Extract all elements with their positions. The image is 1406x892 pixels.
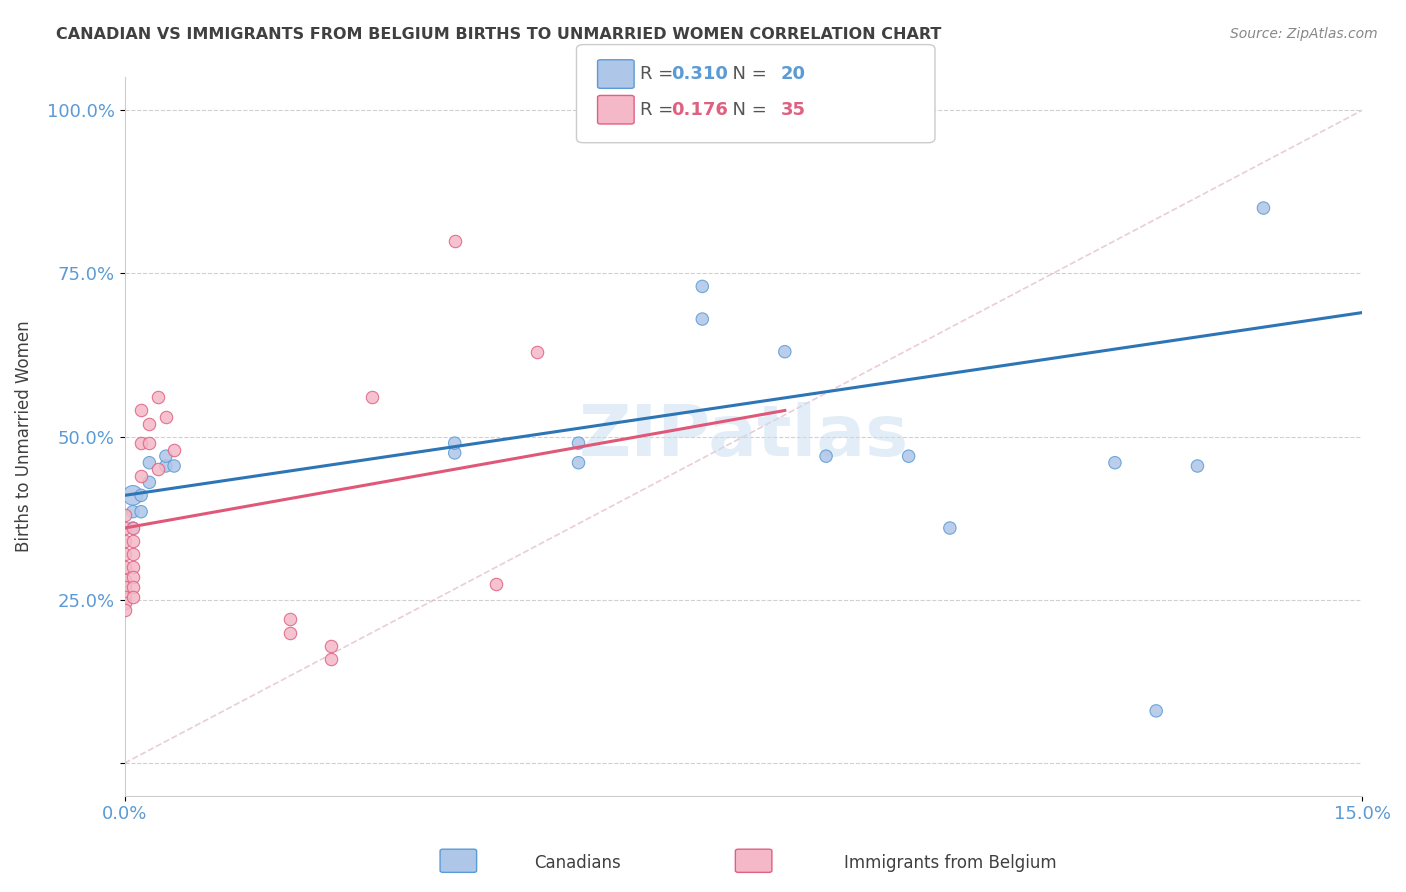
Text: R =: R =	[640, 65, 679, 83]
Point	[939, 521, 962, 535]
Point	[155, 458, 177, 473]
Point	[443, 436, 465, 450]
Point	[114, 590, 136, 604]
Point	[1144, 704, 1167, 718]
Point	[138, 456, 160, 470]
Point	[526, 344, 548, 359]
Y-axis label: Births to Unmarried Women: Births to Unmarried Women	[15, 321, 32, 552]
Point	[278, 612, 301, 626]
Text: 20: 20	[780, 65, 806, 83]
Point	[138, 436, 160, 450]
Point	[138, 417, 160, 431]
Point	[1253, 201, 1275, 215]
Point	[114, 574, 136, 588]
Point	[121, 547, 143, 561]
Point	[121, 580, 143, 594]
Text: CANADIAN VS IMMIGRANTS FROM BELGIUM BIRTHS TO UNMARRIED WOMEN CORRELATION CHART: CANADIAN VS IMMIGRANTS FROM BELGIUM BIRT…	[56, 27, 942, 42]
Point	[129, 505, 152, 519]
Point	[155, 449, 177, 463]
Point	[146, 462, 169, 476]
Point	[114, 596, 136, 610]
Point	[121, 521, 143, 535]
Point	[567, 436, 589, 450]
Text: Canadians: Canadians	[534, 855, 621, 872]
Point	[319, 651, 342, 665]
Point	[361, 391, 384, 405]
Point	[443, 234, 465, 248]
Point	[129, 436, 152, 450]
Point	[114, 580, 136, 594]
Point	[146, 391, 169, 405]
Text: 0.176: 0.176	[671, 101, 727, 119]
Point	[138, 475, 160, 490]
Point	[121, 505, 143, 519]
Point	[121, 521, 143, 535]
Point	[114, 602, 136, 616]
Point	[114, 547, 136, 561]
Text: ZIPatlas: ZIPatlas	[578, 402, 908, 471]
Point	[114, 560, 136, 574]
Point	[121, 534, 143, 549]
Point	[114, 521, 136, 535]
Text: 35: 35	[780, 101, 806, 119]
Point	[690, 312, 713, 326]
Point	[121, 560, 143, 574]
Point	[443, 446, 465, 460]
Point	[690, 279, 713, 293]
Point	[129, 403, 152, 417]
Point	[155, 409, 177, 424]
Point	[1187, 458, 1209, 473]
Text: N =: N =	[721, 65, 773, 83]
Text: Immigrants from Belgium: Immigrants from Belgium	[844, 855, 1056, 872]
Text: 0.310: 0.310	[671, 65, 727, 83]
Point	[773, 344, 796, 359]
Point	[897, 449, 920, 463]
Point	[114, 508, 136, 522]
Point	[121, 488, 143, 502]
Point	[163, 442, 186, 457]
Point	[319, 639, 342, 653]
Point	[690, 120, 713, 134]
Point	[485, 576, 508, 591]
Point	[815, 449, 838, 463]
Point	[163, 458, 186, 473]
Text: N =: N =	[721, 101, 773, 119]
Point	[129, 468, 152, 483]
Point	[278, 625, 301, 640]
Point	[114, 534, 136, 549]
Text: Source: ZipAtlas.com: Source: ZipAtlas.com	[1230, 27, 1378, 41]
Point	[1104, 456, 1126, 470]
Point	[121, 570, 143, 584]
Point	[129, 488, 152, 502]
Text: R =: R =	[640, 101, 679, 119]
Point	[121, 590, 143, 604]
Point	[567, 456, 589, 470]
